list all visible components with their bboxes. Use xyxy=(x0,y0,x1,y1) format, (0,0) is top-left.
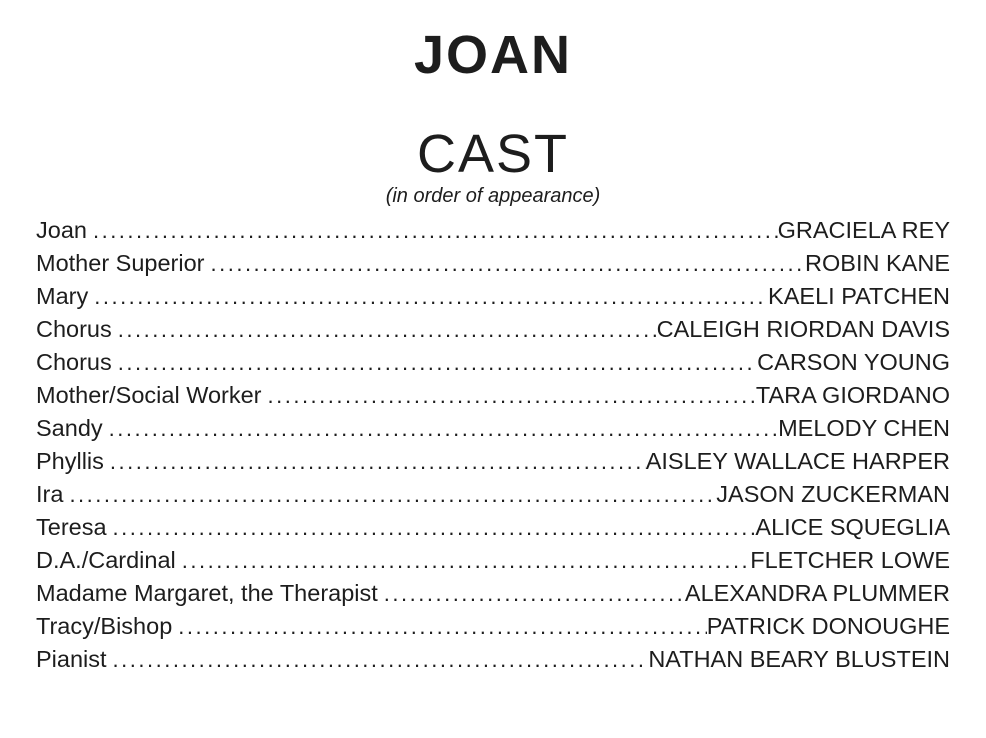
cast-role: Sandy xyxy=(36,415,103,442)
cast-performer: ALICE SQUEGLIA xyxy=(755,514,950,541)
cast-performer: ALEXANDRA PLUMMER xyxy=(684,580,950,607)
dot-leader: ........................................… xyxy=(117,317,657,343)
cast-role: Chorus xyxy=(36,316,112,343)
dot-leader: ........................................… xyxy=(267,383,756,409)
dot-leader: ........................................… xyxy=(69,482,716,508)
cast-row: Pianist ................................… xyxy=(36,643,950,676)
cast-performer: JASON ZUCKERMAN xyxy=(716,481,950,508)
cast-role: Joan xyxy=(36,217,87,244)
show-title: JOAN xyxy=(413,25,573,85)
cast-performer: MELODY CHEN xyxy=(778,415,950,442)
cast-role: Madame Margaret, the Therapist xyxy=(36,580,378,607)
cast-performer: AISLEY WALLACE HARPER xyxy=(645,448,950,475)
cast-list: Joan ...................................… xyxy=(36,214,950,676)
cast-role: Teresa xyxy=(36,514,107,541)
cast-row: Mother/Social Worker ...................… xyxy=(36,379,950,412)
dot-leader: ........................................… xyxy=(210,251,806,277)
cast-row: Tracy/Bishop ...........................… xyxy=(36,610,950,643)
cast-performer: FLETCHER LOWE xyxy=(750,547,950,574)
cast-performer: TARA GIORDANO xyxy=(755,382,950,409)
cast-row: Phyllis ................................… xyxy=(36,445,950,478)
dot-leader: ........................................… xyxy=(112,647,649,673)
cast-row: Mother Superior ........................… xyxy=(36,247,950,280)
dot-leader: ........................................… xyxy=(109,449,646,475)
cast-performer: KAELI PATCHEN xyxy=(768,283,950,310)
cast-row: Madame Margaret, the Therapist .........… xyxy=(36,577,950,610)
dot-leader: ........................................… xyxy=(117,350,758,376)
dot-leader: ........................................… xyxy=(112,515,756,541)
cast-role: Chorus xyxy=(36,349,112,376)
cast-row: Chorus .................................… xyxy=(36,346,950,379)
cast-row: Ira ....................................… xyxy=(36,478,950,511)
cast-role: D.A./Cardinal xyxy=(36,547,176,574)
dot-leader: ........................................… xyxy=(383,581,685,607)
cast-performer: NATHAN BEARY BLUSTEIN xyxy=(648,646,950,673)
cast-role: Mary xyxy=(36,283,89,310)
cast-row: D.A./Cardinal ..........................… xyxy=(36,544,950,577)
cast-role: Tracy/Bishop xyxy=(36,613,173,640)
cast-row: Teresa .................................… xyxy=(36,511,950,544)
cast-performer: ROBIN KANE xyxy=(805,250,950,277)
dot-leader: ........................................… xyxy=(92,218,778,244)
cast-section-heading: CAST xyxy=(416,124,570,185)
cast-row: Sandy ..................................… xyxy=(36,412,950,445)
cast-performer: PATRICK DONOUGHE xyxy=(706,613,950,640)
cast-performer: CARSON YOUNG xyxy=(757,349,950,376)
dot-leader: ........................................… xyxy=(108,416,779,442)
dot-leader: ........................................… xyxy=(178,614,707,640)
cast-row: Joan ...................................… xyxy=(36,214,950,247)
cast-row: Chorus .................................… xyxy=(36,313,950,346)
cast-performer: CALEIGH RIORDAN DAVIS xyxy=(656,316,950,343)
cast-performer: GRACIELA REY xyxy=(777,217,950,244)
cast-role: Mother Superior xyxy=(36,250,205,277)
cast-role: Pianist xyxy=(36,646,107,673)
cast-subtitle: (in order of appearance) xyxy=(385,185,601,208)
cast-role: Mother/Social Worker xyxy=(36,382,262,409)
cast-role: Phyllis xyxy=(36,448,104,475)
cast-role: Ira xyxy=(36,481,64,508)
dot-leader: ........................................… xyxy=(94,284,768,310)
dot-leader: ........................................… xyxy=(181,548,751,574)
cast-row: Mary ...................................… xyxy=(36,280,950,313)
